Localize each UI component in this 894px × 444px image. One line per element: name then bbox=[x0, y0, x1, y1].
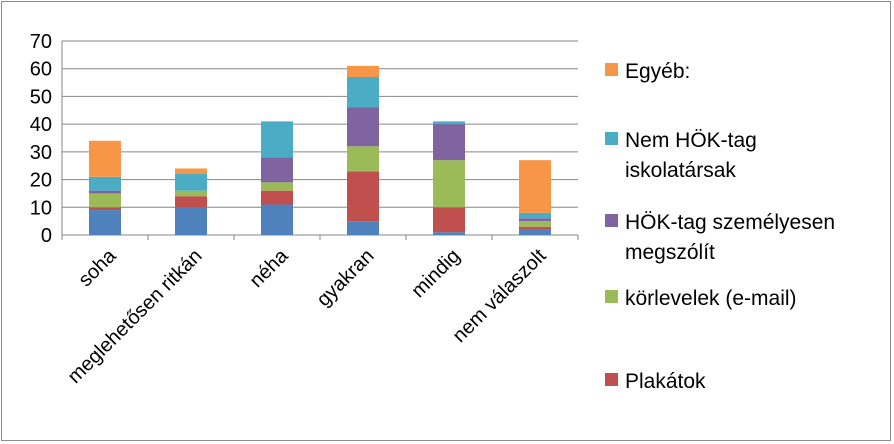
legend-swatch bbox=[605, 132, 618, 145]
bar-segment bbox=[519, 160, 551, 213]
x-tick-label: mindig bbox=[407, 245, 464, 302]
legend-label: megszólít bbox=[625, 241, 715, 264]
bar-segment bbox=[433, 160, 465, 208]
bar-segment bbox=[433, 207, 465, 233]
x-tick-label: gyakran bbox=[313, 245, 379, 311]
legend-label: körlevelek (e-mail) bbox=[625, 287, 797, 310]
legend-label: Plakátok bbox=[625, 370, 706, 393]
bar-segment bbox=[175, 168, 207, 175]
x-tick-label: soha bbox=[74, 244, 121, 291]
bar-segment bbox=[519, 221, 551, 227]
bar-segment bbox=[89, 207, 121, 211]
legend-label: HÖK-tag személyesen bbox=[625, 211, 835, 234]
bar-segment bbox=[89, 140, 121, 177]
bar-segment bbox=[261, 182, 293, 191]
bar-segment bbox=[175, 190, 207, 197]
bar-segment bbox=[433, 121, 465, 125]
bar-segment bbox=[89, 176, 121, 191]
legend-swatch bbox=[605, 63, 618, 76]
bar-segment bbox=[89, 190, 121, 194]
bar-segment bbox=[433, 124, 465, 161]
y-tick-label: 50 bbox=[30, 86, 52, 108]
bar-segment bbox=[261, 190, 293, 205]
bar-segment bbox=[261, 204, 293, 235]
bar-segment bbox=[347, 146, 379, 172]
bar-segment bbox=[347, 107, 379, 147]
bar-segment bbox=[261, 157, 293, 183]
x-tick-label: néha bbox=[246, 244, 294, 292]
bar-segment bbox=[519, 226, 551, 230]
y-tick-label: 20 bbox=[30, 170, 52, 192]
bar-segment bbox=[433, 232, 465, 235]
bar-segment bbox=[89, 193, 121, 208]
y-tick-label: 30 bbox=[30, 142, 52, 164]
bar-segment bbox=[175, 207, 207, 235]
bar-segment bbox=[519, 229, 551, 235]
legend-swatch bbox=[605, 373, 618, 386]
bar-segment bbox=[519, 212, 551, 219]
bar-segment bbox=[347, 221, 379, 235]
legend-swatch bbox=[605, 290, 618, 303]
legend-label: Nem HÖK-tag bbox=[625, 129, 757, 152]
bar-segment bbox=[175, 196, 207, 208]
y-tick-label: 10 bbox=[30, 197, 52, 219]
bar-segment bbox=[347, 77, 379, 108]
bar-segment bbox=[347, 65, 379, 78]
bar-segment bbox=[261, 121, 293, 158]
legend-swatch bbox=[605, 214, 618, 227]
legend-label: Egyéb: bbox=[625, 60, 690, 83]
bar-segment bbox=[347, 171, 379, 222]
legend-label: iskolatársak bbox=[625, 159, 736, 182]
y-tick-label: 0 bbox=[41, 225, 52, 247]
y-tick-label: 70 bbox=[30, 31, 52, 53]
bar-segment bbox=[519, 218, 551, 222]
bar-segment bbox=[175, 174, 207, 191]
y-tick-label: 40 bbox=[30, 114, 52, 136]
bar-segment bbox=[89, 210, 121, 235]
y-tick-label: 60 bbox=[30, 59, 52, 81]
